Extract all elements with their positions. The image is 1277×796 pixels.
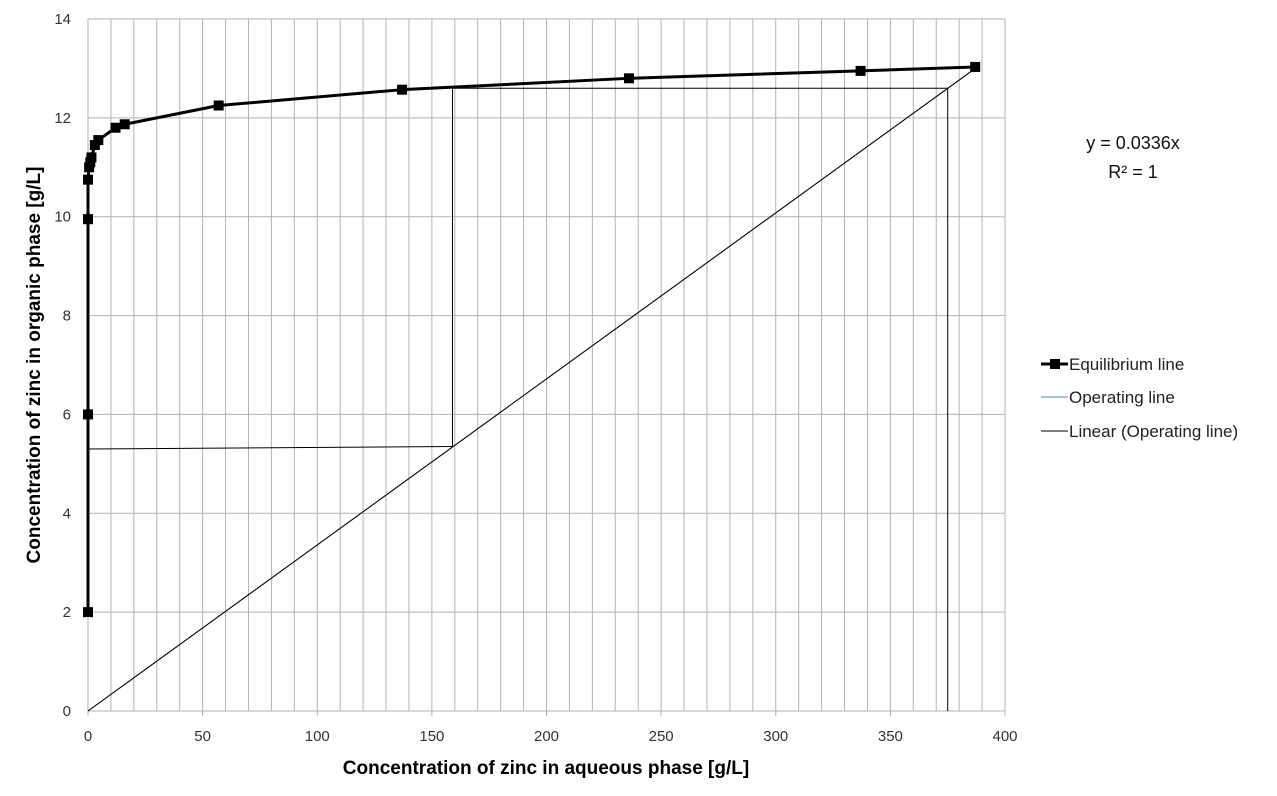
equilibrium-point	[83, 409, 93, 420]
y-tick-label: 8	[63, 308, 71, 325]
x-tick-label: 200	[534, 728, 559, 745]
x-tick-label: 350	[878, 728, 903, 745]
legend-label-linear: Linear (Operating line)	[1069, 422, 1238, 441]
equilibrium-point	[397, 84, 408, 95]
x-tick-label: 100	[305, 728, 330, 745]
grid	[87, 18, 1006, 716]
legend-item-operating: Operating line	[1041, 388, 1175, 407]
trendline-equation: y = 0.0336x	[1086, 133, 1180, 153]
legend-label-operating: Operating line	[1069, 388, 1175, 407]
y-tick-label: 2	[63, 604, 71, 621]
x-tick-label: 0	[84, 728, 92, 745]
x-tick-label: 50	[194, 728, 211, 745]
x-tick-label: 250	[649, 728, 674, 745]
x-axis-title: Concentration of zinc in aqueous phase […	[343, 758, 749, 779]
equilibrium-point	[83, 607, 93, 618]
y-tick-label: 12	[54, 110, 71, 127]
legend-label-equilibrium: Equilibrium line	[1069, 355, 1184, 374]
tick-labels: 0 50 100 150 200 250 300 350 400 0 2 4 6 8 10 12 14	[54, 11, 1017, 745]
equilibrium-point	[624, 73, 635, 84]
equilibrium-point	[93, 135, 104, 146]
equilibrium-point	[855, 65, 866, 76]
equilibrium-point	[970, 61, 981, 72]
equilibrium-point	[83, 214, 93, 225]
series-layer	[83, 61, 981, 712]
x-tick-label: 150	[419, 728, 444, 745]
legend-item-equilibrium: Equilibrium line	[1041, 355, 1184, 374]
series-line-linear-operating	[87, 68, 976, 712]
legend-item-linear: Linear (Operating line)	[1041, 422, 1238, 441]
y-tick-label: 6	[63, 406, 71, 423]
equilibrium-point	[86, 152, 97, 163]
y-tick-label: 0	[63, 703, 71, 720]
y-tick-label: 10	[54, 209, 71, 226]
equilibrium-point	[119, 119, 130, 130]
equilibrium-point	[83, 174, 93, 185]
x-tick-label: 400	[992, 728, 1017, 745]
construction-lines	[87, 87, 949, 711]
trendline-r2: R² = 1	[1108, 162, 1158, 182]
y-tick-label: 4	[63, 505, 71, 522]
y-tick-label: 14	[54, 11, 71, 28]
legend: Equilibrium line Operating line Linear (…	[1041, 355, 1238, 441]
y-axis-title: Concentration of zinc in organic phase […	[24, 167, 45, 564]
legend-equilibrium-marker	[1050, 359, 1060, 369]
x-tick-label: 300	[763, 728, 788, 745]
construction-line	[87, 446, 453, 450]
equilibrium-point	[213, 100, 224, 111]
equilibrium-point	[110, 122, 121, 133]
